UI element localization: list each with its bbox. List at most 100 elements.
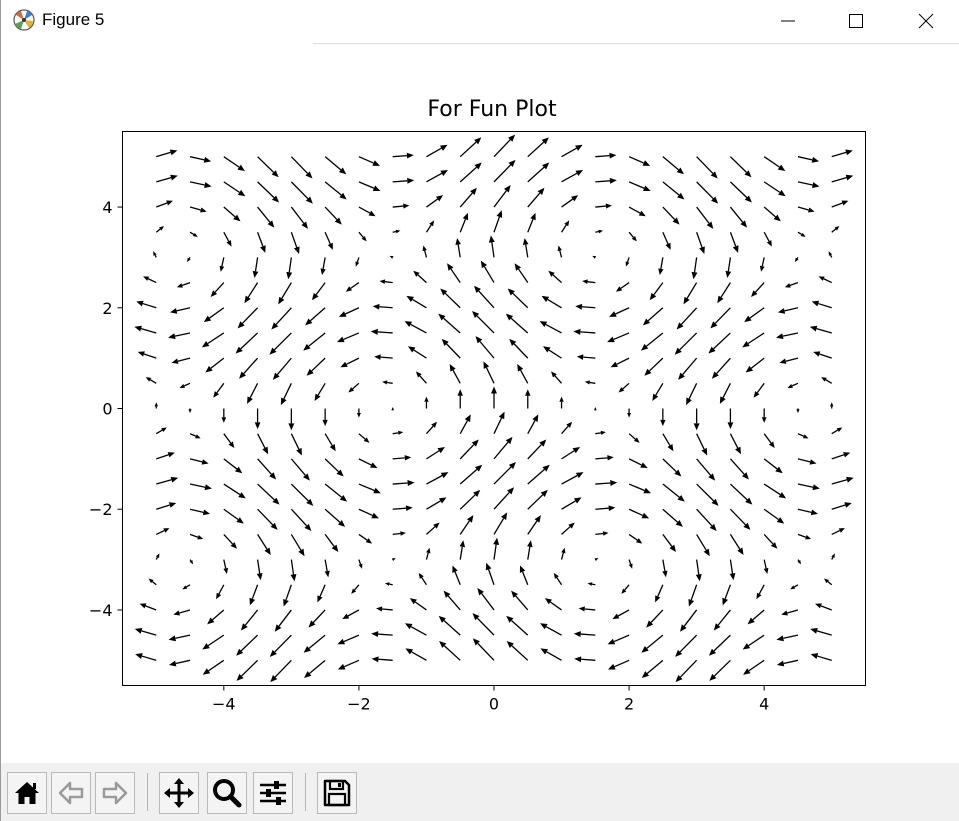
quiver-arrow	[155, 528, 170, 535]
quiver-arrow	[506, 615, 529, 636]
quiver-arrow	[374, 354, 393, 360]
quiver-plot[interactable]: For Fun Plot −4 −2 0 2 4 −4 −2 0 2 4	[1, 45, 959, 763]
figure-canvas[interactable]: For Fun Plot −4 −2 0 2 4 −4 −2 0 2 4	[1, 45, 959, 763]
quiver-arrow	[135, 653, 157, 661]
quiver-arrow	[691, 257, 698, 280]
quiver-arrow	[797, 156, 820, 163]
toolbar-separator	[305, 773, 306, 811]
quiver-arrow	[831, 553, 835, 560]
quiver-arrow	[641, 634, 664, 653]
quiver-arrow	[290, 534, 305, 557]
close-icon	[918, 13, 934, 29]
pan-button[interactable]	[159, 772, 199, 814]
quiver-arrow	[392, 229, 401, 234]
quiver-arrow	[831, 528, 845, 535]
quiver-arrow	[628, 508, 650, 519]
quiver-arrow	[472, 638, 495, 661]
quiver-arrow	[761, 408, 767, 423]
quiver-arrow	[729, 559, 736, 581]
save-button[interactable]	[317, 772, 357, 814]
quiver-arrow	[189, 181, 212, 188]
quiver-arrow	[270, 659, 292, 683]
quiver-arrow	[539, 321, 562, 334]
quiver-arrow	[358, 483, 381, 494]
floppy-disk-icon	[323, 779, 351, 807]
quiver-arrow	[168, 634, 191, 642]
quiver-arrow	[561, 421, 573, 435]
quiver-arrow	[237, 307, 259, 329]
zoom-button[interactable]	[207, 772, 247, 814]
quiver-arrow	[336, 332, 360, 343]
quiver-arrow	[153, 251, 157, 258]
back-button[interactable]	[51, 772, 91, 814]
navigation-toolbar	[1, 763, 959, 821]
quiver-arrow	[660, 408, 666, 427]
quiver-arrow	[696, 458, 716, 481]
quiver-arrow	[358, 156, 381, 166]
quiver-arrow	[290, 181, 313, 204]
quiver-arrow	[811, 300, 832, 309]
quiver-arrow	[763, 231, 772, 247]
quiver-arrow	[505, 313, 529, 334]
quiver-arrow	[171, 357, 191, 364]
quiver-arrow	[173, 609, 191, 616]
forward-button[interactable]	[95, 772, 135, 814]
quiver-arrow	[527, 162, 550, 183]
subplots-button[interactable]	[253, 772, 293, 814]
quiver-arrow	[683, 282, 698, 305]
quiver-arrow	[290, 458, 310, 481]
quiver-arrow	[235, 332, 259, 354]
quiver-arrow	[763, 156, 786, 172]
quiver-arrow	[527, 464, 550, 485]
quiver-arrow	[223, 508, 244, 524]
quiver-arrow	[527, 212, 536, 233]
quiver-arrow	[662, 559, 668, 578]
quiver-arrow	[815, 603, 832, 611]
quiver-arrow	[358, 181, 381, 192]
quiver-arrow	[641, 659, 664, 678]
quiver-arrow	[595, 177, 617, 184]
title-divider	[313, 43, 959, 44]
quiver-arrow	[223, 483, 246, 499]
close-button[interactable]	[891, 0, 959, 42]
quiver-arrow	[729, 534, 744, 556]
quiver-arrow	[449, 364, 461, 384]
quiver-arrow	[607, 659, 630, 670]
home-button[interactable]	[7, 772, 47, 814]
quiver-arrow	[541, 295, 562, 309]
quiver-arrow	[582, 279, 596, 284]
quiver-arrow	[324, 559, 330, 578]
quiver-arrow	[439, 641, 461, 661]
quiver-arrow	[239, 357, 259, 379]
quiver-arrow	[340, 357, 360, 368]
quiver-arrow	[540, 648, 562, 661]
quiver-arrow	[831, 225, 840, 233]
quiver-arrow	[527, 187, 545, 208]
quiver-arrow	[221, 408, 227, 423]
quiver-arrow	[223, 458, 243, 474]
quiver-arrow	[155, 553, 160, 560]
quiver-arrow	[257, 508, 278, 530]
quiver-arrow	[794, 257, 799, 263]
quiver-arrow	[524, 389, 531, 409]
quiver-arrow	[189, 533, 204, 540]
quiver-arrow	[658, 257, 664, 276]
quiver-arrow	[156, 174, 178, 183]
quiver-arrow	[358, 206, 376, 217]
quiver-arrow	[628, 433, 640, 443]
quiver-arrow	[831, 502, 852, 510]
quiver-arrow	[506, 641, 529, 661]
quiver-arrow	[358, 559, 363, 569]
quiver-arrow	[628, 533, 643, 544]
quiver-arrow	[576, 354, 596, 360]
quiver-arrow	[696, 181, 719, 204]
quiver-arrow	[709, 659, 731, 681]
quiver-arrow	[485, 562, 495, 585]
title-bar[interactable]: Figure 5	[1, 0, 959, 44]
maximize-button[interactable]	[821, 0, 891, 42]
quiver-arrow	[729, 206, 748, 228]
quiver-arrow	[256, 559, 263, 581]
quiver-arrow	[595, 531, 609, 536]
minimize-button[interactable]	[753, 0, 823, 42]
quiver-arrow	[493, 210, 503, 233]
